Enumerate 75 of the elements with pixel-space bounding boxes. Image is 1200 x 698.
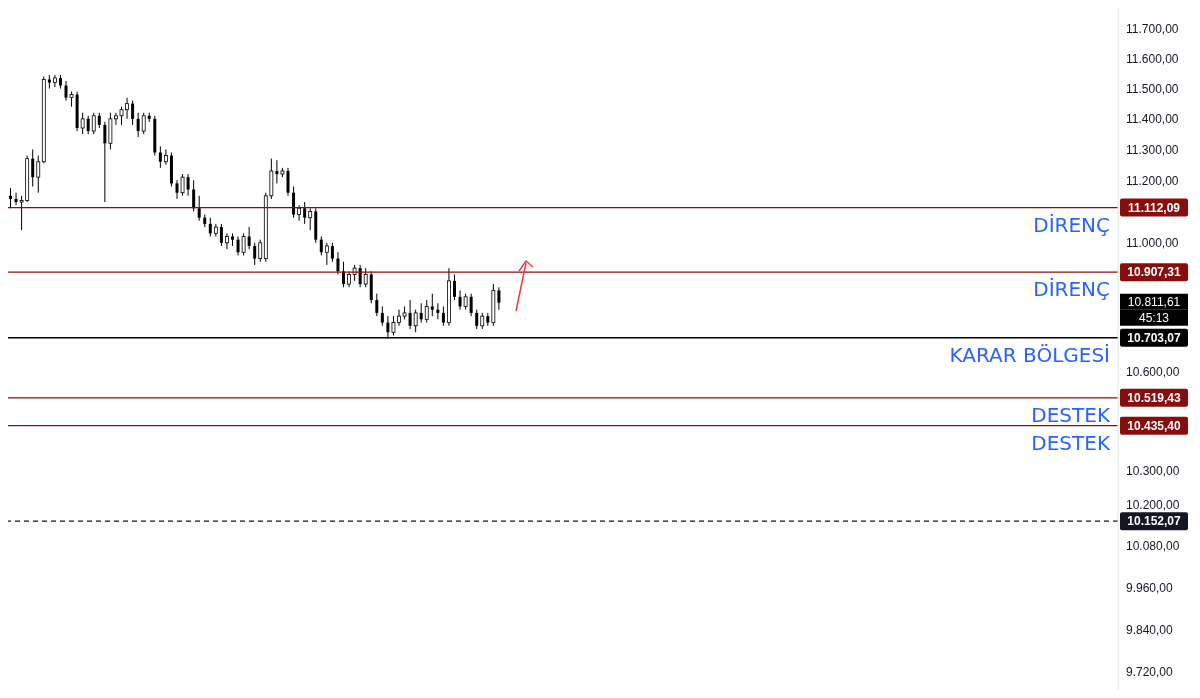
candlestick bbox=[324, 242, 329, 266]
ref-line-label: 10.435,40 bbox=[1127, 418, 1182, 433]
y-tick-label: 11.600,00 bbox=[1126, 51, 1179, 66]
candlestick bbox=[225, 232, 229, 250]
y-tick-label: 11.400,00 bbox=[1126, 112, 1179, 127]
candlestick bbox=[208, 217, 212, 237]
candlestick bbox=[186, 173, 190, 197]
candlestick bbox=[303, 201, 307, 225]
annotation: DİRENÇ bbox=[1033, 277, 1110, 302]
candlestick bbox=[292, 185, 296, 219]
annotation: DESTEK bbox=[1031, 430, 1111, 455]
candlestick bbox=[253, 242, 257, 266]
candlestick bbox=[375, 293, 379, 317]
candlestick bbox=[297, 204, 301, 222]
candlestick bbox=[358, 264, 362, 288]
candlestick bbox=[131, 100, 135, 126]
candlestick bbox=[336, 251, 340, 275]
candlestick bbox=[441, 305, 445, 327]
candlestick bbox=[31, 148, 35, 187]
candlestick bbox=[308, 207, 313, 231]
candlestick bbox=[419, 302, 423, 324]
y-tick-label: 11.300,00 bbox=[1126, 142, 1179, 157]
candlestick bbox=[91, 112, 96, 135]
annotation: DESTEK bbox=[1031, 402, 1111, 427]
candlestick bbox=[192, 179, 196, 212]
candlestick bbox=[141, 112, 146, 135]
candlestick bbox=[136, 112, 140, 138]
y-tick-label: 9.960,00 bbox=[1126, 580, 1174, 595]
y-tick-label: 11.700,00 bbox=[1126, 21, 1179, 36]
y-tick-label: 10.300,00 bbox=[1126, 464, 1180, 479]
ref-line-label: 10.907,31 bbox=[1127, 265, 1182, 280]
ref-line-label: 10.152,07 bbox=[1127, 514, 1182, 529]
y-tick-label: 11.000,00 bbox=[1126, 236, 1179, 251]
candlestick bbox=[9, 187, 12, 209]
candlestick bbox=[197, 195, 201, 222]
y-tick-label: 9.720,00 bbox=[1126, 665, 1174, 680]
y-tick-label: 11.500,00 bbox=[1126, 81, 1179, 96]
candlestick bbox=[219, 223, 223, 247]
candlestick bbox=[247, 226, 251, 250]
y-tick-label: 11.200,00 bbox=[1126, 173, 1179, 188]
y-tick-label: 10.080,00 bbox=[1126, 539, 1180, 554]
candlestick bbox=[430, 293, 434, 317]
candlestick bbox=[475, 309, 479, 330]
annotation: DİRENÇ bbox=[1033, 212, 1110, 237]
candlestick bbox=[241, 232, 246, 256]
text: 10.811,61 bbox=[1127, 294, 1181, 309]
y-tick-label: 10.600,00 bbox=[1126, 364, 1180, 379]
candlestick bbox=[53, 74, 57, 88]
ref-line-label: 10.703,07 bbox=[1127, 330, 1182, 345]
candlestick bbox=[258, 239, 263, 263]
ref-line-label: 11.112,09 bbox=[1127, 200, 1181, 215]
candlestick bbox=[453, 273, 456, 301]
candlestick bbox=[319, 235, 323, 256]
candlestick bbox=[164, 148, 168, 166]
candlestick bbox=[424, 299, 429, 324]
candlestick bbox=[436, 302, 440, 320]
y-tick-label: 9.840,00 bbox=[1126, 622, 1174, 637]
candlestick bbox=[408, 299, 412, 330]
candlestick bbox=[363, 267, 368, 288]
candlestick bbox=[180, 173, 185, 197]
candlestick bbox=[80, 112, 85, 135]
candlestick bbox=[36, 155, 41, 194]
text: 45:13 bbox=[1138, 310, 1170, 325]
candlestick bbox=[413, 309, 418, 333]
candlestick bbox=[469, 293, 473, 317]
candlestick bbox=[86, 115, 90, 135]
candlestick bbox=[330, 242, 334, 263]
ref-line-label: 10.519,43 bbox=[1127, 390, 1182, 405]
candlestick bbox=[103, 121, 107, 203]
candlestick bbox=[380, 305, 384, 327]
annotation: KARAR BÖLGESİ bbox=[949, 342, 1110, 367]
candlestick bbox=[342, 261, 345, 288]
candlestick bbox=[158, 145, 162, 169]
y-tick-label: 10.200,00 bbox=[1126, 498, 1180, 513]
candlestick bbox=[286, 167, 290, 197]
